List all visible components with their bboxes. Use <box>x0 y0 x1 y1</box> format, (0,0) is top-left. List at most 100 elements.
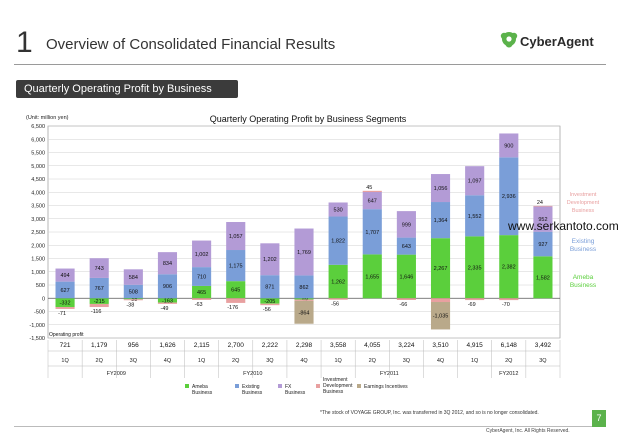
y-tick-label: 4,500 <box>31 177 45 183</box>
investment-data-label: 24 <box>537 200 543 206</box>
operating-profit-value: 6,148 <box>501 342 518 349</box>
legend-label: Business <box>242 390 263 396</box>
operating-profit-value: 3,224 <box>398 342 415 349</box>
earnings-bar <box>294 300 314 324</box>
y-tick-label: 1,000 <box>31 270 45 276</box>
y-tick-label: -1,000 <box>29 323 45 329</box>
y-tick-label: -1,500 <box>29 336 45 342</box>
existing-data-label: 643 <box>402 244 411 250</box>
existing-bar <box>89 277 109 299</box>
ameba-data-label: 645 <box>231 288 240 294</box>
x-tick-label: 3Q <box>539 358 547 364</box>
existing-data-label: 906 <box>163 284 172 290</box>
investment-data-label: -56 <box>331 302 339 308</box>
existing-data-label: 862 <box>299 285 308 291</box>
ameba-side-label: Ameba <box>573 274 594 281</box>
x-tick-label: 4Q <box>300 358 308 364</box>
fx-bar <box>123 269 143 285</box>
existing-data-label: 1,552 <box>468 214 482 220</box>
x-tick-label: 3Q <box>266 358 274 364</box>
x-tick-label: 3Q <box>403 358 411 364</box>
fx-legend-swatch <box>278 384 282 388</box>
page-title: Overview of Consolidated Financial Resul… <box>46 36 336 53</box>
investment-data-label: -56 <box>263 307 271 313</box>
operating-profit-value: 4,055 <box>364 342 381 349</box>
operating-profit-label: Operating profit <box>49 332 84 338</box>
y-tick-label: 4,000 <box>31 190 45 196</box>
ameba-data-label: 465 <box>197 290 206 296</box>
existing-side-label: Existing <box>572 238 595 245</box>
ameba-legend-swatch <box>185 384 189 388</box>
investment-data-label: -66 <box>399 302 407 308</box>
existing-legend-swatch <box>235 384 239 388</box>
ameba-bar <box>294 298 314 300</box>
fx-bar <box>226 222 246 251</box>
ameba-data-label: 2,335 <box>468 265 482 271</box>
existing-data-label: 1,175 <box>229 264 243 270</box>
investment-side-label: Development <box>567 200 600 206</box>
chart-title: Quarterly Operating Profit by Business S… <box>210 114 407 124</box>
year-group-label: FY2009 <box>107 371 126 377</box>
existing-bar <box>328 216 348 265</box>
fx-data-label: 1,056 <box>434 186 448 192</box>
earnings-legend-swatch <box>357 384 361 388</box>
existing-bar <box>192 267 212 286</box>
unit-label: (Unit: million yen) <box>26 115 69 121</box>
ameba-bar <box>89 298 109 304</box>
fx-bar <box>157 252 178 275</box>
ameba-data-label: 1,262 <box>331 280 345 286</box>
page-number: 7 <box>592 410 606 427</box>
ameba-bar <box>55 298 75 308</box>
existing-data-label: 508 <box>129 290 138 296</box>
x-tick-label: 1Q <box>198 358 206 364</box>
operating-profit-value: 1,626 <box>159 342 176 349</box>
investment-bar <box>362 190 382 193</box>
x-tick-label: 4Q <box>164 358 172 364</box>
ameba-bar <box>465 236 485 299</box>
fx-data-label: 952 <box>538 217 547 223</box>
investment-bar <box>396 298 416 300</box>
y-tick-label: 2,000 <box>31 243 45 249</box>
earnings-data-label: -1,035 <box>433 314 449 320</box>
fx-bar <box>465 166 485 196</box>
fx-data-label: 1,097 <box>468 179 482 185</box>
existing-bar <box>533 231 553 257</box>
fx-bar <box>260 243 280 276</box>
operating-profit-value: 3,558 <box>330 342 347 349</box>
logo-text: CyberAgent <box>520 34 594 49</box>
operating-profit-chart: (Unit: million yen) Quarterly Operating P… <box>26 114 600 396</box>
investment-bar <box>157 302 178 304</box>
operating-profit-value: 721 <box>60 342 71 349</box>
ameba-bar <box>123 298 143 300</box>
fx-data-label: 1,002 <box>195 252 209 258</box>
ameba-data-label: -205 <box>264 299 275 305</box>
existing-bar <box>362 209 382 255</box>
investment-side-label: Business <box>572 208 595 214</box>
ameba-data-label: 1,582 <box>536 275 550 281</box>
investment-side-label: Investment <box>570 192 597 198</box>
year-group-label: FY2010 <box>243 371 262 377</box>
investment-bar <box>89 303 109 308</box>
ameba-side-label: Business <box>570 282 597 289</box>
legend-label: Business <box>285 390 306 396</box>
fx-data-label: 743 <box>95 266 104 272</box>
footer-divider <box>14 426 606 427</box>
legend-label: Earnings Incentives <box>364 384 408 390</box>
legend-label: Existing <box>242 384 260 390</box>
ameba-data-label: 1,646 <box>400 274 414 280</box>
fx-bar <box>362 192 382 210</box>
legend-label: Ameba <box>192 384 208 390</box>
investment-data-label: -176 <box>227 305 238 311</box>
legend-label: FX <box>285 384 292 390</box>
y-tick-label: -500 <box>34 310 45 316</box>
x-tick-label: 1Q <box>61 358 69 364</box>
ameba-bar <box>260 298 280 304</box>
fx-data-label: 834 <box>163 261 172 267</box>
fx-data-label: 494 <box>60 273 69 279</box>
y-tick-label: 3,000 <box>31 217 45 223</box>
ameba-data-label: 2,267 <box>434 266 448 272</box>
operating-profit-value: 2,115 <box>194 342 210 349</box>
existing-bar <box>226 250 246 282</box>
investment-data-label: -116 <box>91 309 102 315</box>
operating-profit-value: 956 <box>128 342 139 349</box>
